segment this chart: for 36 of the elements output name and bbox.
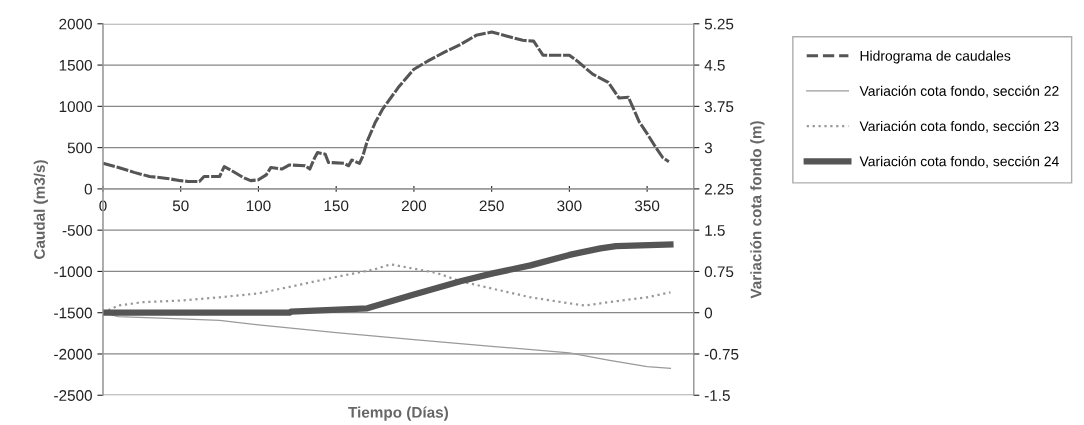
x-tick-label: 0: [99, 200, 107, 212]
y-tick-label: -1500: [54, 307, 92, 319]
y2-tick-label: 0.75: [704, 266, 734, 278]
y-tick-label: 0: [84, 183, 92, 195]
x-tick-label: 250: [479, 200, 504, 212]
x-axis-title: Tiempo (Días): [348, 406, 448, 421]
y2-tick-label: 3: [704, 142, 712, 154]
y2-tick-label: 0: [704, 307, 713, 319]
y2-tick-label: 1.5: [705, 225, 725, 236]
y-tick-label: 2000: [59, 18, 92, 30]
legend-label: Hidrograma de caudales: [860, 50, 1011, 64]
y-tick-label: 1000: [59, 101, 92, 113]
y2-tick-label: 5.25: [704, 18, 734, 30]
y-tick-label: 1500: [59, 59, 92, 71]
y-axis-title: Caudal (m3/s): [33, 160, 48, 259]
y2-tick-label: 3.75: [704, 101, 734, 113]
y2-tick-label: 2.25: [704, 183, 734, 195]
y-tick-label: -500: [62, 225, 92, 236]
y-tick-label: -2000: [54, 348, 92, 360]
y2-tick-label: -1.5: [704, 390, 730, 401]
y-tick-label: -1000: [54, 266, 92, 278]
legend-label: Variación cota fondo, sección 23: [859, 120, 1059, 133]
y-tick-label: 500: [67, 142, 92, 154]
x-tick-label: 150: [324, 200, 349, 212]
y2-tick-label: 4.5: [704, 60, 725, 71]
y2-axis-title: Variación cota fondo (m): [750, 121, 765, 299]
x-tick-label: 50: [172, 200, 189, 212]
x-tick-label: 350: [634, 200, 660, 212]
y-tick-label: -2500: [54, 390, 92, 401]
x-tick-label: 300: [557, 200, 582, 212]
legend-label: Variación cota fondo, sección 24: [859, 155, 1059, 168]
x-tick-label: 100: [246, 200, 271, 212]
legend-label: Variación cota fondo, sección 22: [859, 85, 1059, 98]
line-series: [102, 30, 671, 183]
y2-tick-label: -0.75: [704, 348, 739, 360]
x-tick-label: 200: [401, 200, 427, 212]
